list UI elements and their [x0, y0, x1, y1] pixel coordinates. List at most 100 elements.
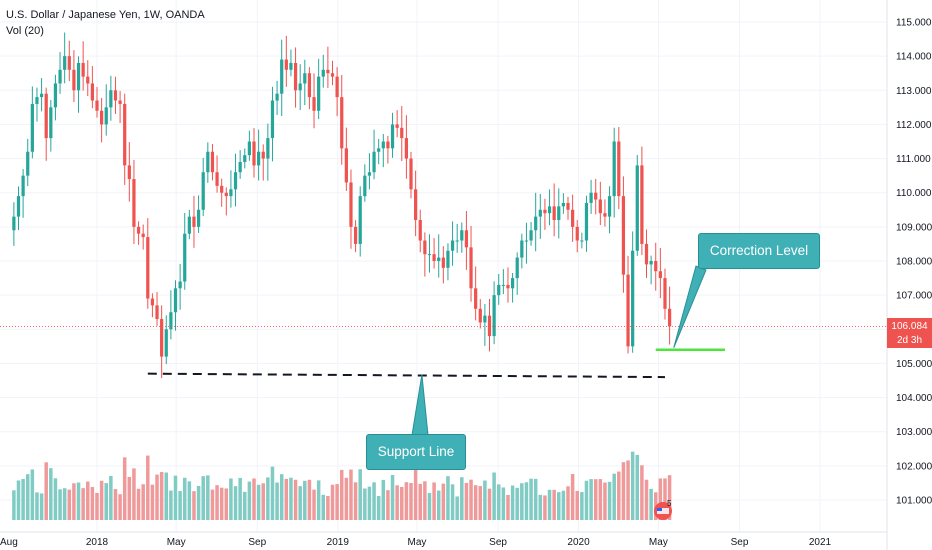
candle-body	[224, 192, 228, 197]
candle-body	[390, 124, 395, 149]
volume-bar	[261, 483, 265, 520]
price-tick-label: 110.000	[896, 188, 932, 199]
volume-bar	[118, 494, 122, 520]
candle-body	[146, 237, 150, 299]
candle-body	[547, 206, 552, 214]
price-tick-label: 109.000	[896, 222, 932, 233]
volume-bar	[533, 478, 538, 520]
price-tick-label: 104.000	[896, 393, 932, 404]
volume-bar	[113, 489, 118, 520]
legend-symbol-title[interactable]: U.S. Dollar / Japanese Yen, 1W, OANDA	[6, 9, 205, 21]
volume-bar	[667, 475, 672, 520]
candle-body	[100, 110, 104, 125]
candle-body	[30, 103, 34, 152]
current-price-tag: 106.084	[887, 318, 932, 335]
volume-bar	[538, 494, 543, 520]
volume-bar	[49, 468, 53, 520]
candle-body	[76, 62, 81, 91]
candle-body	[635, 165, 639, 251]
volume-bar	[432, 482, 436, 520]
candle-body	[566, 202, 570, 210]
candle-body	[39, 93, 44, 98]
candle-body	[233, 172, 238, 190]
volume-bar	[289, 477, 293, 520]
volume-bar	[469, 479, 473, 520]
volume-bar	[150, 484, 155, 520]
volume-bar	[155, 474, 159, 520]
volume-bar	[104, 483, 108, 520]
volume-bar	[95, 492, 99, 520]
candle-body	[667, 308, 672, 327]
time-tick-label: 2018	[86, 537, 109, 548]
candle-body	[474, 288, 478, 309]
candle-body	[663, 278, 667, 309]
volume-bar	[279, 474, 284, 520]
bar-countdown-tag: 2d 3h	[887, 334, 932, 348]
volume-bar	[367, 486, 372, 520]
candle-body	[441, 257, 445, 268]
volume-bar	[326, 495, 330, 520]
candle-body	[464, 230, 469, 248]
candle-body	[603, 213, 607, 217]
legend-volume[interactable]: Vol (20)	[6, 25, 44, 37]
candle-body	[160, 319, 164, 357]
volume-bar	[58, 489, 62, 520]
volume-bar	[215, 485, 219, 520]
price-tick-label: 115.000	[896, 18, 932, 29]
candle-body	[192, 216, 196, 227]
volume-bar	[90, 486, 95, 520]
volume-bar	[515, 487, 519, 520]
candle-body	[183, 233, 187, 282]
candle-body	[63, 56, 67, 70]
candle-body	[557, 206, 561, 221]
volume-bar	[21, 478, 25, 520]
candle-body	[90, 83, 94, 101]
candle-body	[113, 90, 118, 101]
candle-body	[169, 312, 173, 330]
correction-level-callout[interactable]: Correction Level	[698, 233, 820, 269]
candle-body	[580, 240, 584, 242]
candle-body	[21, 175, 25, 197]
volume-bar	[441, 483, 446, 520]
alerts-flag-icon[interactable]: 5	[652, 500, 674, 522]
volume-bar	[478, 486, 483, 520]
candle-body	[353, 226, 358, 244]
candle-body	[607, 196, 612, 217]
candle-body	[123, 103, 127, 166]
time-tick-label: Sep	[731, 537, 749, 548]
candle-body	[67, 56, 71, 70]
volume-bar	[593, 479, 598, 520]
volume-bar	[76, 482, 81, 520]
volume-bar	[16, 480, 21, 520]
volume-bar	[640, 465, 644, 520]
candle-body	[109, 90, 113, 108]
volume-bar	[169, 490, 173, 520]
candle-body	[72, 69, 76, 91]
volume-bar	[390, 475, 395, 520]
candle-body	[612, 141, 616, 197]
volume-bar	[344, 477, 349, 520]
volume-bar	[307, 479, 312, 520]
candle-body	[460, 230, 464, 241]
volume-bar	[575, 490, 579, 520]
volume-bar	[483, 480, 487, 520]
candle-body	[243, 155, 247, 162]
volume-bar	[266, 477, 270, 520]
volume-bar	[233, 486, 238, 520]
volume-bar	[570, 474, 575, 520]
candle-body	[427, 254, 432, 256]
support-line-callout[interactable]: Support Line	[366, 434, 466, 470]
volume-bar	[557, 492, 561, 520]
volume-bar	[658, 478, 663, 520]
time-tick-label: May	[649, 537, 668, 548]
volume-bar	[561, 490, 566, 520]
volume-bar	[284, 478, 289, 520]
candle-body	[26, 151, 30, 176]
volume-bar	[30, 469, 35, 520]
time-tick-label: May	[407, 537, 426, 548]
volume-bar	[122, 457, 127, 520]
volume-bar	[547, 489, 552, 520]
volume-bar	[25, 474, 30, 520]
volume-bar	[219, 487, 224, 520]
